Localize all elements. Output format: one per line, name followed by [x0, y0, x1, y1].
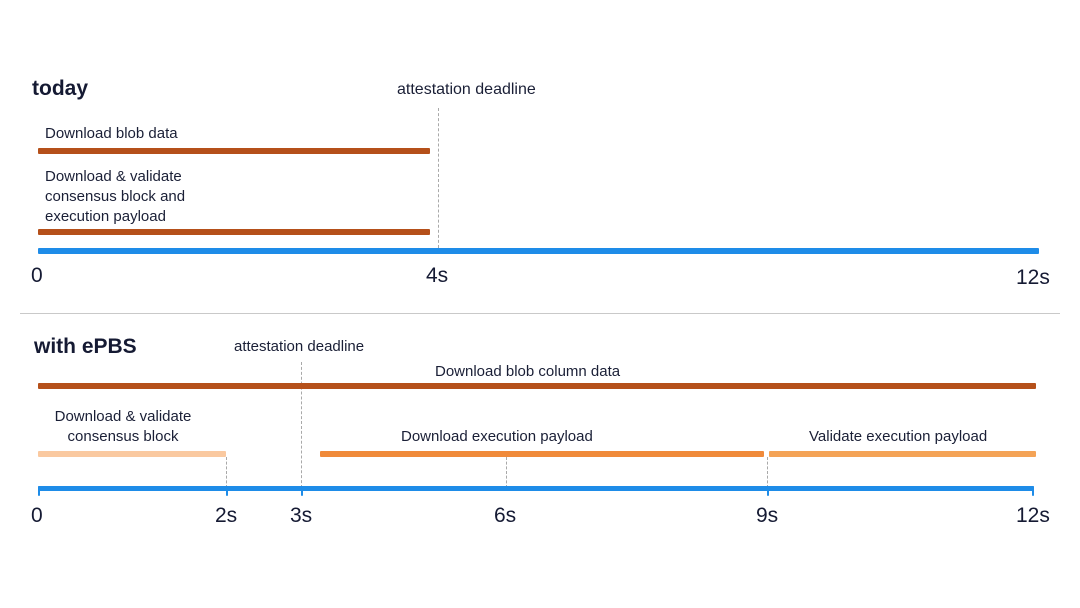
epbs-blob-column-label: Download blob column data — [435, 363, 621, 380]
epbs-tick-9s: 9s — [756, 504, 779, 527]
epbs-6s-line — [506, 457, 507, 488]
epbs-timeline — [38, 486, 1034, 491]
epbs-tick-mark-2s — [226, 486, 228, 496]
epbs-title: with ePBS — [34, 335, 137, 358]
epbs-tick-12s: 12s — [1016, 504, 1050, 527]
today-deadline-label: attestation deadline — [397, 81, 536, 98]
epbs-tick-2s: 2s — [215, 504, 238, 527]
today-tick-12s: 12s — [1016, 266, 1050, 289]
today-validate-bar — [38, 229, 430, 235]
today-tick-0: 0 — [31, 264, 43, 287]
epbs-tick-mark-3s — [301, 486, 303, 496]
epbs-exec-validate-bar — [769, 451, 1036, 457]
epbs-consensus-bar — [38, 451, 226, 457]
today-validate-label: Download & validate consensus block and … — [45, 168, 186, 225]
epbs-tick-0: 0 — [31, 504, 43, 527]
today-blob-bar — [38, 148, 430, 154]
epbs-tick-mark-12s — [1032, 486, 1034, 496]
today-title: today — [32, 77, 89, 100]
epbs-9s-line — [767, 457, 768, 488]
today-deadline-line — [438, 108, 439, 248]
epbs-deadline-label: attestation deadline — [234, 338, 365, 355]
today-timeline — [38, 248, 1039, 254]
epbs-tick-mark-9s — [767, 486, 769, 496]
epbs-tick-3s: 3s — [290, 504, 313, 527]
epbs-deadline-line — [301, 362, 302, 488]
epbs-tick-6s: 6s — [494, 504, 517, 527]
epbs-blob-column-bar — [38, 383, 1036, 389]
today-tick-4s: 4s — [426, 264, 449, 287]
epbs-exec-validate-label: Validate execution payload — [809, 428, 988, 445]
epbs-exec-download-bar — [320, 451, 764, 457]
epbs-consensus-label: Download & validate consensus block — [54, 408, 192, 445]
today-blob-label: Download blob data — [45, 125, 178, 142]
epbs-2s-line — [226, 457, 227, 488]
section-divider — [20, 313, 1060, 314]
epbs-exec-download-label: Download execution payload — [401, 428, 593, 445]
epbs-tick-mark-0 — [38, 486, 40, 496]
